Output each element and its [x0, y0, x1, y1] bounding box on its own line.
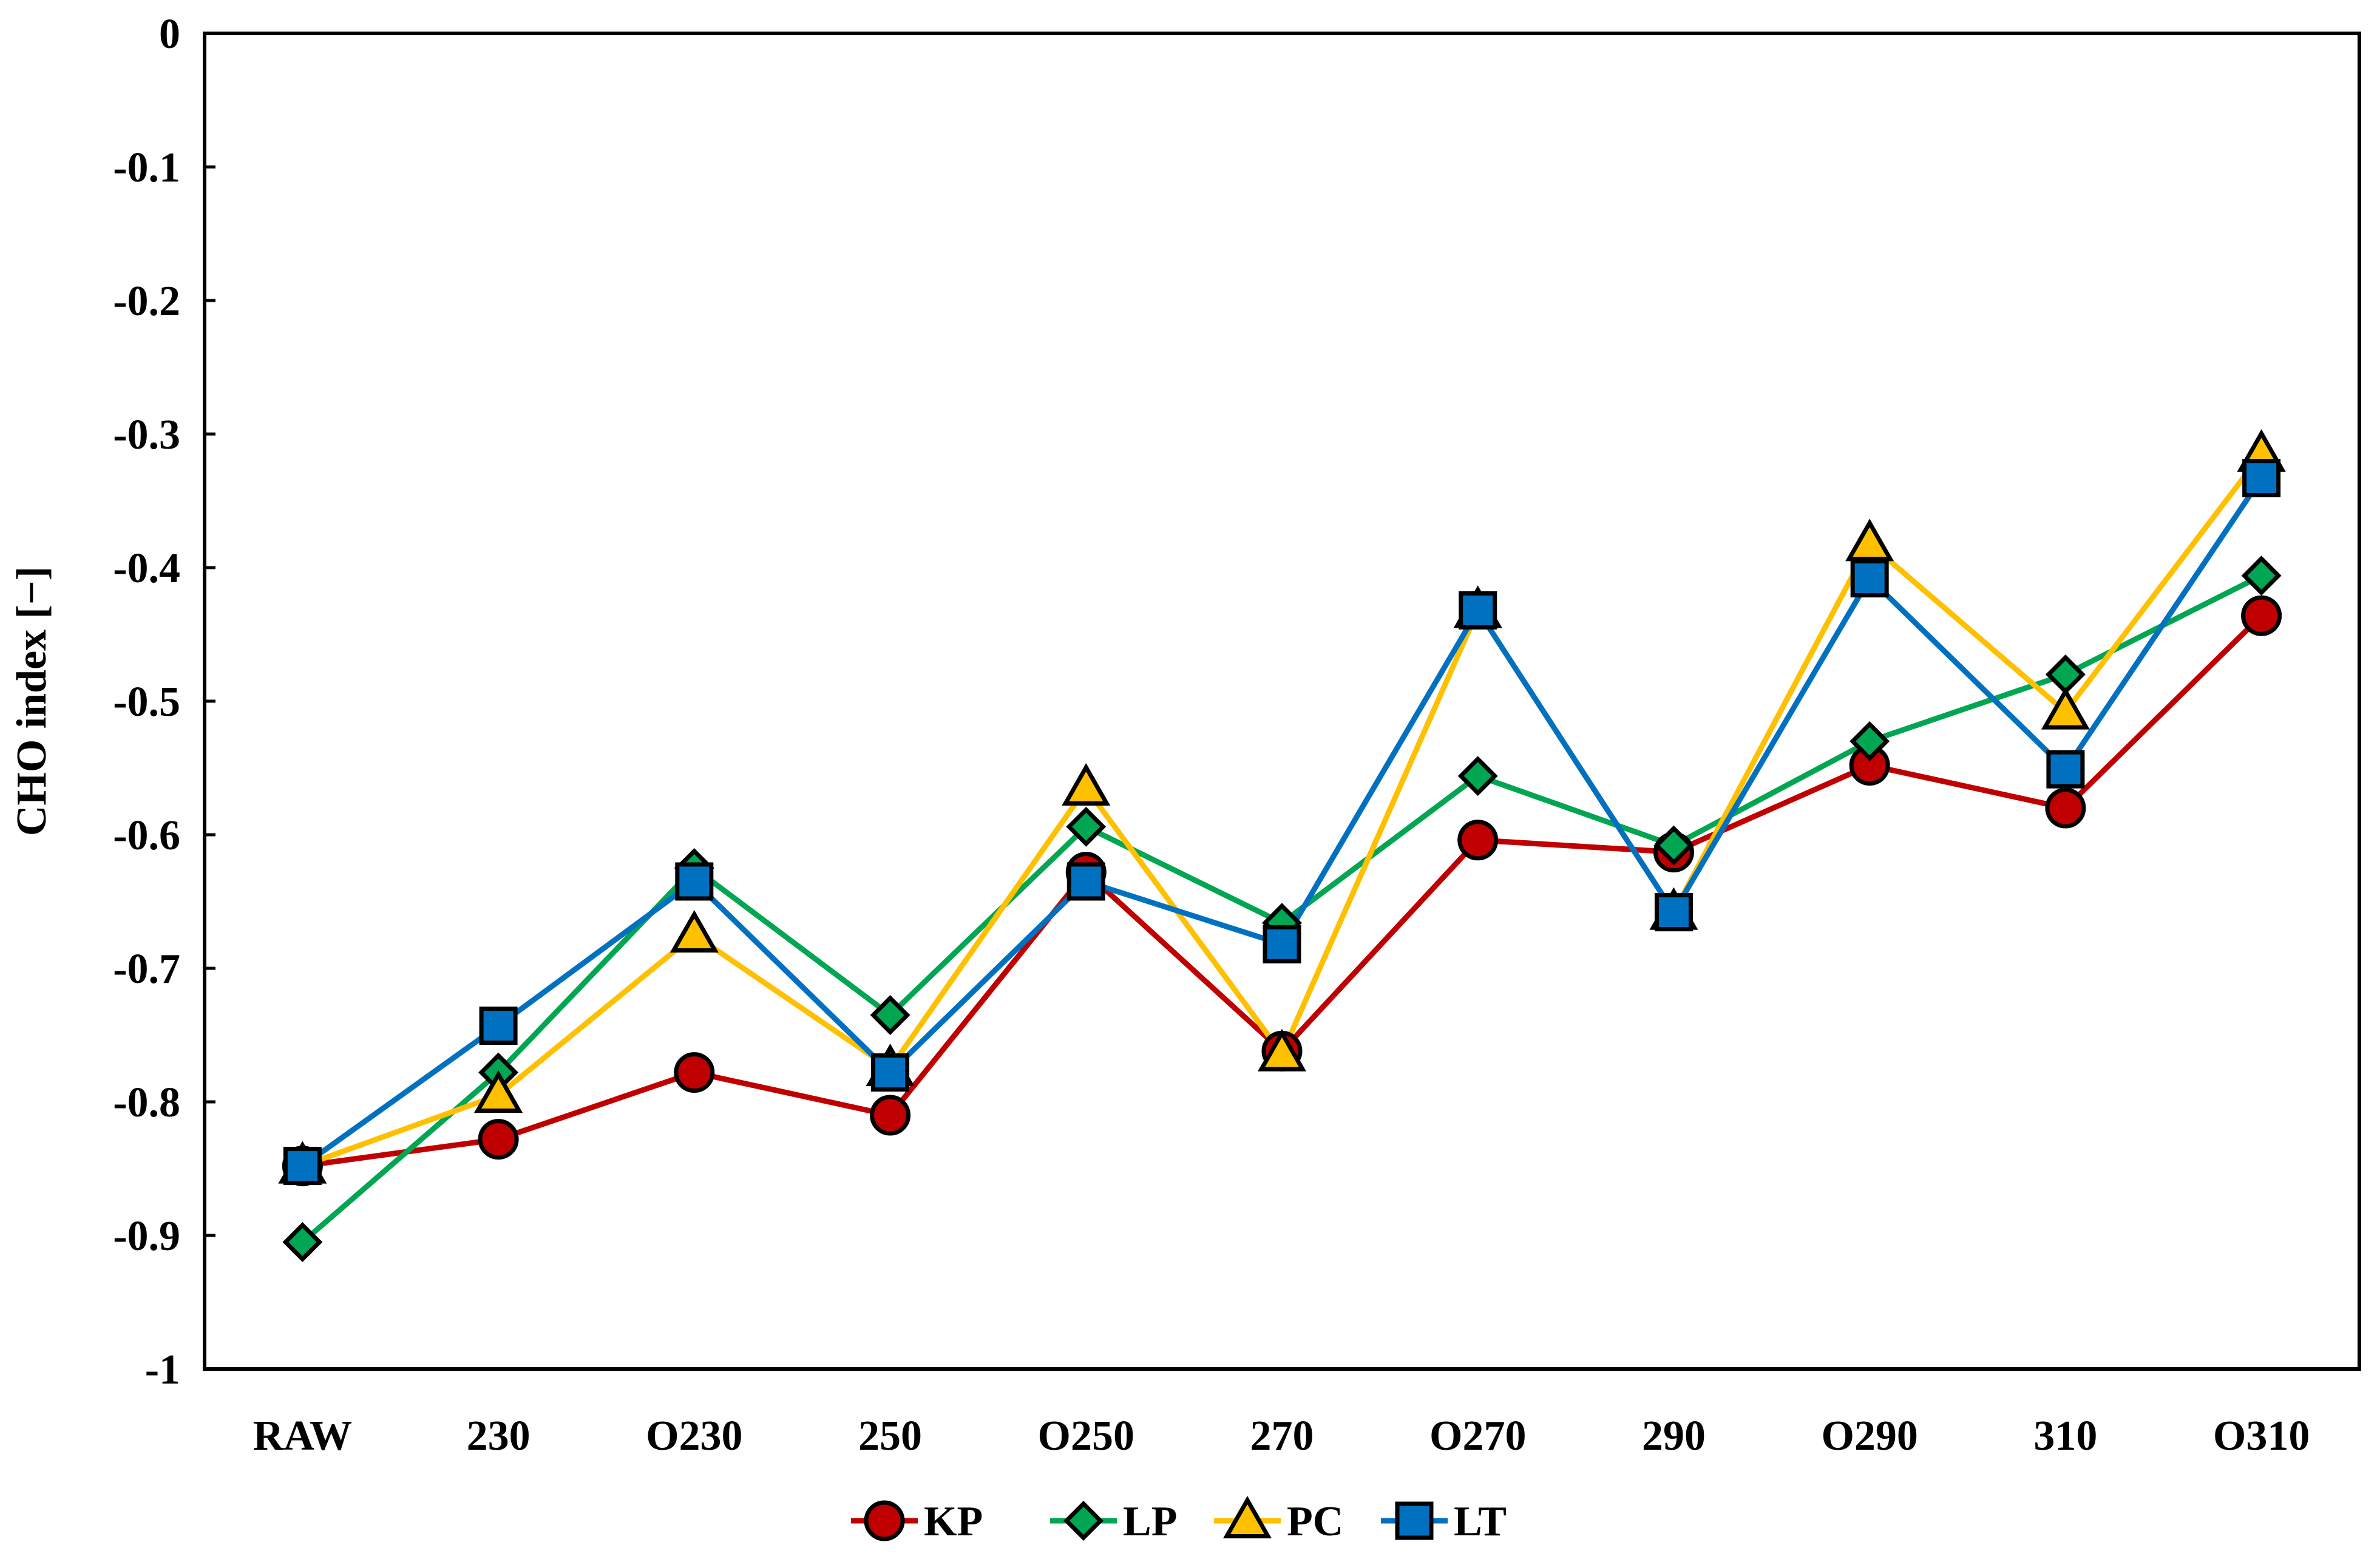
data-point-lt — [2242, 459, 2281, 498]
x-tick-label: O310 — [2213, 1413, 2310, 1459]
x-tick-label: RAW — [253, 1413, 352, 1459]
data-point-pc — [474, 1070, 523, 1113]
y-tick-label: -0.2 — [113, 278, 180, 325]
x-tick-label: 270 — [1250, 1413, 1314, 1459]
data-point-lt — [2046, 750, 2085, 789]
data-point-lt — [1263, 925, 1301, 963]
data-point-kp — [2241, 595, 2282, 636]
y-tick-label: -1 — [145, 1347, 180, 1393]
data-point-kp — [478, 1119, 519, 1160]
y-axis-title: CHO index [−] — [8, 566, 55, 836]
y-tick-label: -0.4 — [113, 545, 180, 592]
data-point-lp — [282, 1222, 323, 1262]
data-point-kp — [2045, 787, 2086, 829]
y-tick-label: -0.8 — [113, 1079, 180, 1126]
y-tick-label: -0.5 — [113, 679, 180, 725]
legend-label: PC — [1287, 1498, 1343, 1545]
data-point-lt — [1066, 862, 1105, 901]
data-point-lt — [1459, 591, 1497, 630]
y-axis-tick-labels: 0 -0.1 -0.2 -0.3 -0.4 -0.5 -0.6 -0.7 -0.8 -0.9 -1 — [113, 11, 180, 1393]
data-point-pc — [670, 909, 719, 953]
data-point-kp — [870, 1095, 911, 1136]
legend-item-lt: LT — [1381, 1498, 1507, 1545]
y-tick-label: -0.6 — [113, 812, 180, 859]
data-point-lp — [2241, 555, 2282, 596]
legend-marker — [1063, 1501, 1104, 1541]
series-markers-lt — [283, 459, 2281, 1186]
x-tick-label: 290 — [1642, 1413, 1706, 1459]
legend-item-pc: PC — [1214, 1495, 1343, 1545]
legend-marker — [864, 1500, 905, 1541]
data-point-pc — [1257, 1028, 1307, 1072]
data-point-lt — [871, 1053, 910, 1092]
x-tick-label: O290 — [1821, 1413, 1917, 1459]
data-point-lp — [1849, 721, 1890, 761]
data-point-kp — [674, 1052, 715, 1093]
x-tick-label: 310 — [2033, 1413, 2097, 1459]
data-point-lp — [870, 995, 910, 1035]
legend: KP LP PC LT — [851, 1495, 1507, 1545]
legend-marker — [1395, 1501, 1434, 1540]
data-point-lt — [1654, 893, 1693, 932]
data-point-lp — [1066, 806, 1107, 847]
data-point-lt — [1850, 559, 1889, 598]
data-point-pc — [1062, 763, 1111, 806]
legend-label: KP — [924, 1498, 983, 1545]
y-tick-label: -0.3 — [113, 412, 180, 458]
y-tick-label: -0.9 — [113, 1213, 180, 1260]
data-point-pc — [1845, 518, 1894, 562]
data-point-pc — [2041, 687, 2090, 730]
y-tick-label: -0.1 — [113, 144, 180, 191]
data-point-lt — [283, 1147, 322, 1186]
data-point-lp — [1457, 756, 1498, 796]
x-tick-label: 250 — [858, 1413, 922, 1459]
legend-marker — [1222, 1495, 1272, 1538]
x-tick-label: O270 — [1429, 1413, 1526, 1459]
data-point-lt — [675, 862, 714, 901]
series-markers — [278, 429, 2286, 1262]
y-tick-label: -0.7 — [113, 946, 180, 993]
x-axis-tick-labels: RAW 230 O230 250 O250 270 O270 290 O290 310 O310 — [253, 1413, 2310, 1459]
data-point-lp — [1653, 825, 1694, 866]
data-point-kp — [1457, 820, 1499, 861]
x-tick-label: O230 — [646, 1413, 742, 1459]
legend-item-kp: KP — [851, 1498, 983, 1545]
x-tick-label: O250 — [1038, 1413, 1134, 1459]
y-tick-label: 0 — [159, 11, 180, 58]
data-point-lt — [479, 1007, 518, 1045]
legend-label: LT — [1454, 1498, 1507, 1545]
legend-item-lp: LP — [1050, 1498, 1177, 1545]
y-axis-ticks — [205, 32, 215, 1371]
x-tick-label: 230 — [467, 1413, 531, 1459]
legend-label: LP — [1123, 1498, 1177, 1545]
